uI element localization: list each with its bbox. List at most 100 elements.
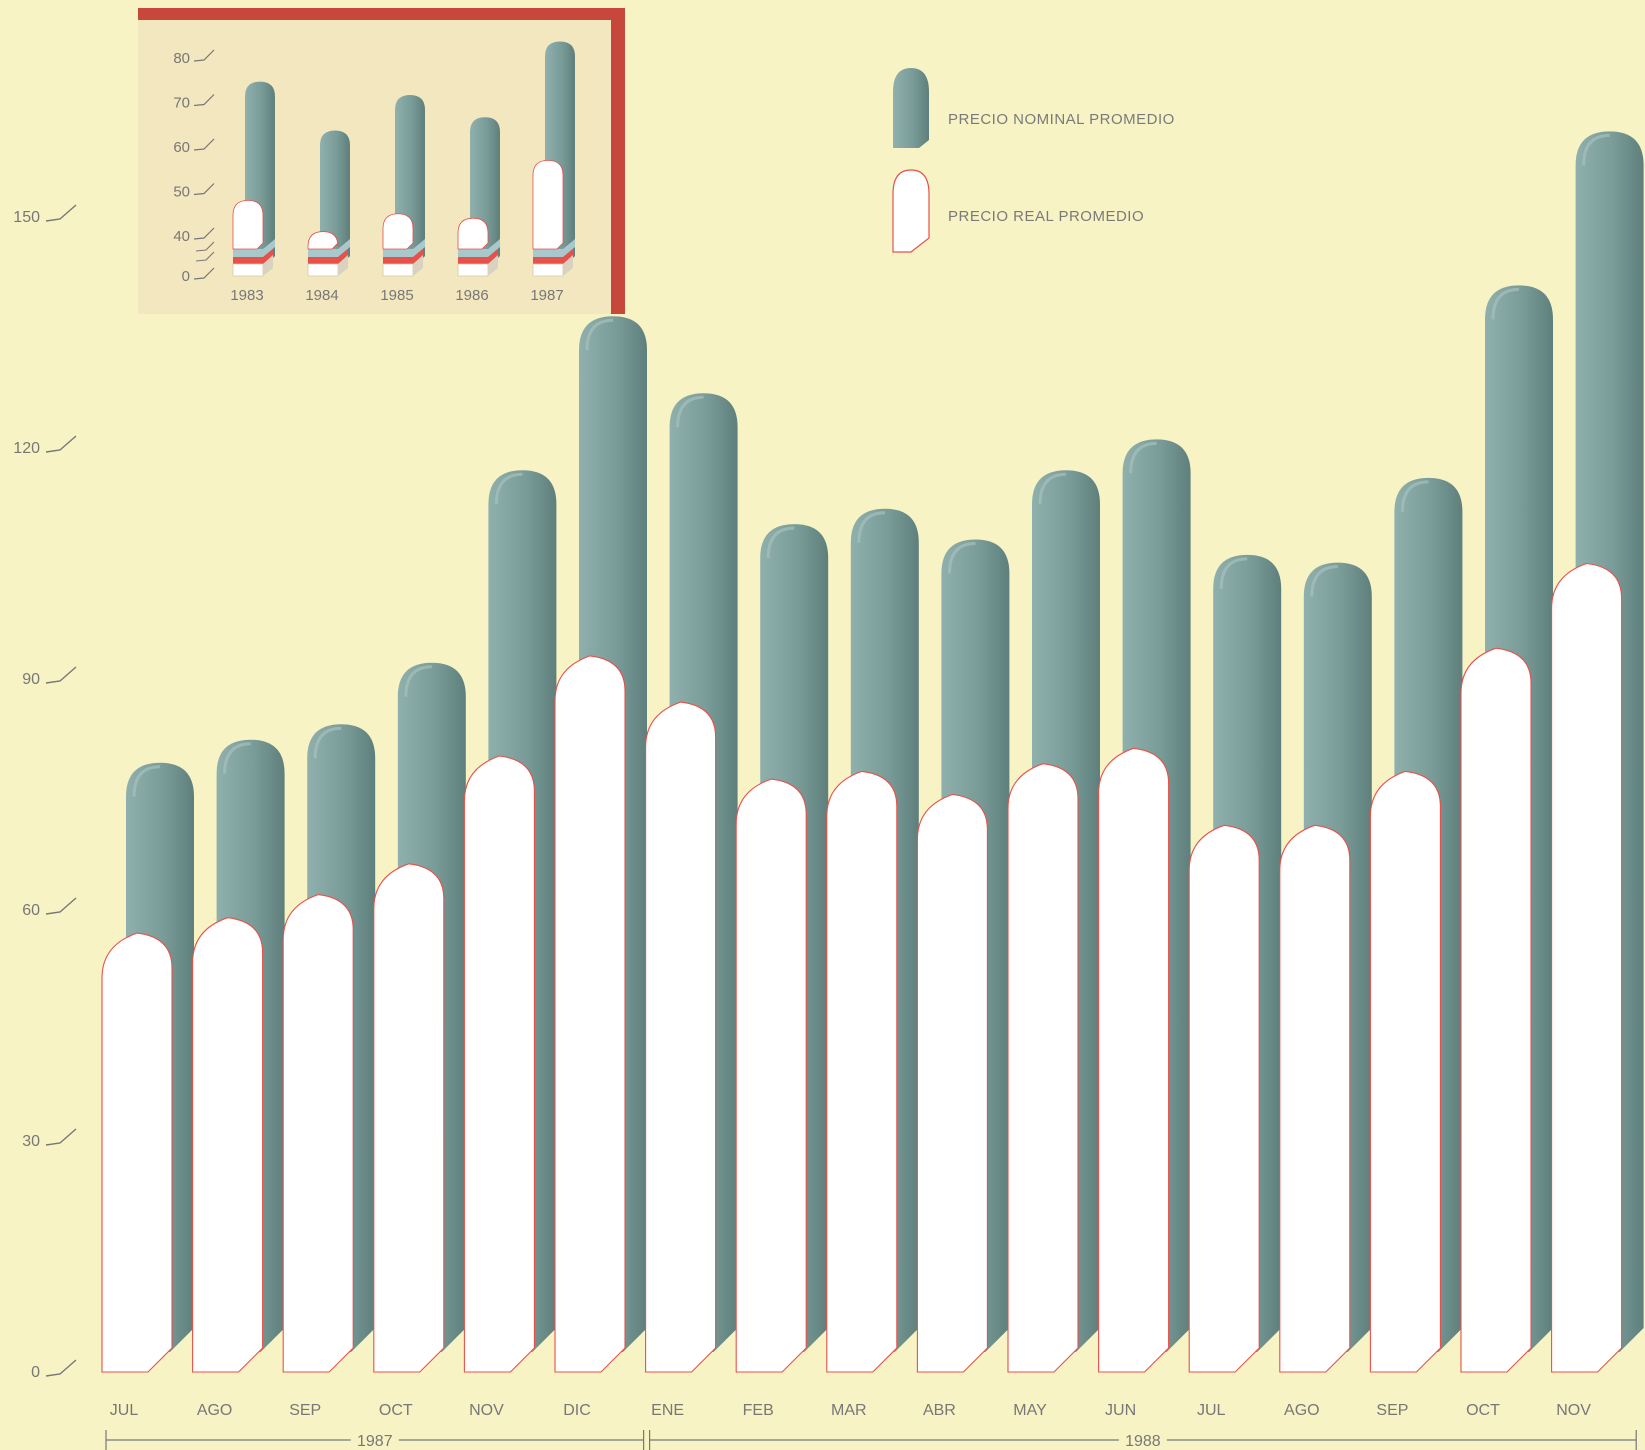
bar-real-body xyxy=(1007,763,1079,1373)
y-tick-mark xyxy=(45,897,77,915)
bar-nominal-highlight xyxy=(1310,565,1338,597)
year-label: 1988 xyxy=(1125,1433,1161,1450)
inset-bar-band-blue xyxy=(308,239,350,257)
inset-bar-band-red xyxy=(533,249,573,264)
inset-bar-real xyxy=(532,159,564,250)
y-tick-label: 30 xyxy=(22,1133,40,1150)
x-tick-label: OCT xyxy=(379,1402,413,1419)
inset-bar-band-blue xyxy=(383,239,425,257)
x-tick-label: SEP xyxy=(289,1402,321,1419)
inset-y-tick: 80 xyxy=(173,49,215,67)
inset-bar-real xyxy=(307,231,339,250)
y-tick-label: 120 xyxy=(13,440,40,457)
bar-real-body xyxy=(916,793,988,1373)
bar-nominal-highlight xyxy=(585,318,614,351)
bar-real-body xyxy=(735,778,807,1373)
y-tick: 60 xyxy=(22,897,77,919)
bar-real-body xyxy=(826,770,898,1373)
bar-nominal-highlight xyxy=(857,511,885,543)
x-tick-label: JUN xyxy=(1105,1402,1136,1419)
y-tick-label: 0 xyxy=(31,1364,40,1381)
inset-y-tick: 50 xyxy=(173,183,215,201)
main-bars xyxy=(101,131,1644,1373)
inset-y-tick-label: 0 xyxy=(182,268,190,285)
bar-nominal-highlight xyxy=(313,726,342,759)
axis-break-mark xyxy=(195,251,215,262)
bar-real-sep-14 xyxy=(1369,770,1441,1373)
inset-bar-band-red xyxy=(308,249,348,264)
inset-y-tick-mark xyxy=(193,94,215,107)
inset-y-tick-mark xyxy=(193,49,215,62)
inset-bar-group-1984 xyxy=(307,130,350,277)
inset-bar-group-1983 xyxy=(232,81,275,277)
inset-y-tick: 40 xyxy=(173,227,215,245)
bar-nominal-highlight xyxy=(132,765,161,797)
legend-swatch-nominal xyxy=(893,68,929,148)
legend-item-nominal: PRECIO NOMINAL PROMEDIO xyxy=(893,68,1175,148)
main-bar-chart: 0 30 60 90 120 150 JUL AGO SEP OCT NOV DIC ENE FEB MA… xyxy=(13,131,1644,1450)
x-tick-label: NOV xyxy=(1556,1402,1591,1419)
bar-real-body xyxy=(645,701,717,1373)
bar-real-body xyxy=(373,863,445,1373)
inset-bar-band-blue xyxy=(533,239,575,257)
axis-break-mark xyxy=(195,241,215,252)
y-tick-mark xyxy=(45,1128,77,1146)
inset-bar-base-side xyxy=(413,255,423,276)
x-tick-label: SEP xyxy=(1376,1402,1408,1419)
y-tick: 0 xyxy=(31,1359,77,1381)
bar-nominal-highlight xyxy=(1219,557,1248,589)
bar-real-nov-4 xyxy=(463,755,535,1373)
main-y-axis: 0 30 60 90 120 150 xyxy=(13,204,77,1381)
y-tick-label: 60 xyxy=(22,902,40,919)
y-tick-mark xyxy=(45,1359,77,1377)
bar-real-body xyxy=(1188,824,1260,1373)
inset-x-tick-label: 1987 xyxy=(530,287,563,304)
bar-real-body xyxy=(1551,562,1623,1373)
inset-right-border xyxy=(611,8,625,314)
x-tick-label: ABR xyxy=(923,1402,956,1419)
bar-nominal-highlight xyxy=(1038,472,1067,505)
y-tick-mark xyxy=(45,435,77,453)
inset-y-tick-label: 80 xyxy=(173,50,190,67)
inset-bar-band-red xyxy=(383,249,423,264)
inset-bar-group-1985 xyxy=(382,94,425,277)
inset-y-tick: 60 xyxy=(173,138,215,156)
inset-y-tick-mark xyxy=(193,267,215,280)
inset-bar-real xyxy=(232,199,264,250)
inset-bar-band-red xyxy=(458,249,498,264)
bar-real-mar-8 xyxy=(826,770,898,1373)
y-tick-label: 150 xyxy=(13,209,40,226)
inset-x-tick-label: 1986 xyxy=(455,287,488,304)
y-tick: 30 xyxy=(22,1128,77,1150)
y-tick-mark xyxy=(45,204,77,222)
inset-bar-group-1986 xyxy=(457,117,500,277)
bar-real-body xyxy=(1369,770,1441,1373)
bar-real-body xyxy=(101,932,173,1373)
inset-bar-base xyxy=(532,263,564,277)
bar-real-sep-2 xyxy=(282,894,354,1373)
x-tick-label: JUL xyxy=(110,1402,139,1419)
x-tick-label: AGO xyxy=(1284,1402,1320,1419)
bar-real-ago-13 xyxy=(1279,824,1351,1373)
year-label: 1987 xyxy=(357,1433,393,1450)
y-tick: 150 xyxy=(13,204,77,226)
inset-y-tick-mark xyxy=(193,138,215,151)
x-tick-label: FEB xyxy=(743,1402,774,1419)
bar-real-oct-15 xyxy=(1460,647,1532,1373)
bar-real-body xyxy=(554,655,626,1373)
x-tick-label: MAR xyxy=(831,1402,867,1419)
x-tick-label: NOV xyxy=(469,1402,504,1419)
inset-bar-group-1987 xyxy=(532,41,575,277)
inset-bar-real xyxy=(382,213,414,250)
bar-real-feb-7 xyxy=(735,778,807,1373)
inset-bar-band-blue xyxy=(458,239,500,257)
inset-bar-base-side xyxy=(563,255,573,276)
legend-label-nominal: PRECIO NOMINAL PROMEDIO xyxy=(948,111,1175,128)
inset-y-tick: 0 xyxy=(182,267,215,285)
bar-real-ene-6 xyxy=(645,701,717,1373)
inset-bar-band-blue xyxy=(233,239,275,257)
inset-bar-base-side xyxy=(488,255,498,276)
bar-nominal-highlight xyxy=(1582,133,1610,166)
x-tick-label: JUL xyxy=(1197,1402,1226,1419)
